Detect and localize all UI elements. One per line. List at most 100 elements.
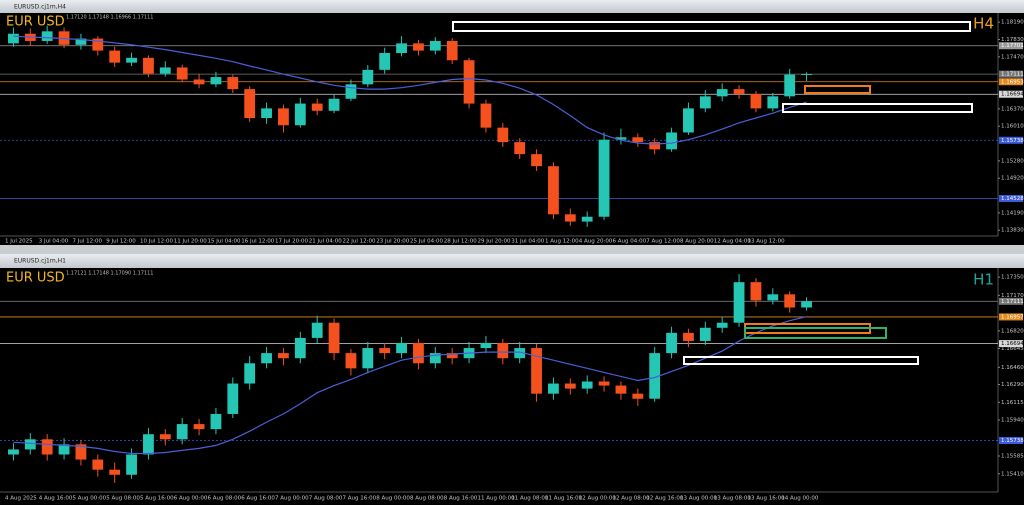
price-label: 1.16694 [1001, 92, 1024, 98]
zone-box [744, 327, 887, 339]
candle-body [311, 322, 323, 338]
x-tick-label: 8 Aug 08:00 [410, 496, 444, 502]
x-tick-label: 17 Jul 20:00 [275, 239, 308, 245]
x-tick-label: 4 Aug 2025 [5, 496, 37, 502]
candle-body [311, 103, 323, 111]
candle-body [615, 137, 627, 140]
chart-window [0, 268, 1024, 505]
candle-body [294, 103, 306, 126]
candle-body [666, 132, 677, 150]
candle-body [564, 214, 576, 222]
candle-body [328, 98, 340, 111]
x-tick-label: 4 Aug 16:00 [39, 496, 73, 502]
x-tick-label: 10 Jul 12:00 [140, 239, 173, 245]
x-tick-label: 13 Aug 12:00 [748, 239, 786, 245]
x-tick-label: 11 Jul 20:00 [174, 239, 207, 245]
x-tick-label: 13 Aug 00:00 [680, 496, 718, 502]
candle-body [227, 77, 239, 90]
y-tick-label: 1.17170 [1001, 293, 1024, 299]
window-title: EURUSD.cj1m,H4 [14, 4, 66, 11]
candle-body [632, 393, 644, 399]
x-tick-label: 21 Jul 04:00 [309, 239, 342, 245]
price-label-box [999, 78, 1023, 86]
candle-body [109, 469, 121, 475]
candle-body [345, 84, 357, 99]
x-tick-label: 8 Aug 20:00 [680, 239, 714, 245]
y-tick-label: 1.16010 [1001, 124, 1024, 130]
x-tick-label: 12 Aug 16:00 [646, 496, 684, 502]
candle-body [514, 348, 526, 359]
y-tick-label: 1.16290 [1001, 382, 1024, 388]
x-tick-label: 25 Jul 04:00 [410, 239, 443, 245]
x-tick-label: 23 Jul 20:00 [376, 239, 409, 245]
y-tick-label: 1.16820 [1001, 328, 1024, 334]
candle-body [497, 127, 509, 143]
window-title-bar [0, 0, 1024, 13]
y-tick-label: 1.18190 [1001, 20, 1024, 26]
candle-body [379, 348, 391, 354]
candle-body [8, 449, 19, 455]
candle-body [379, 53, 391, 70]
candle-body [176, 424, 188, 440]
y-tick-label: 1.16645 [1001, 346, 1024, 352]
candle-body [548, 383, 559, 394]
candle-body [176, 67, 188, 80]
candle-body [497, 342, 509, 359]
chart-window [0, 13, 1024, 245]
candle-body [480, 103, 492, 128]
candle-body [733, 282, 745, 323]
x-tick-label: 8 Aug 00:00 [376, 496, 410, 502]
x-tick-label: 7 Aug 16:00 [343, 496, 377, 502]
candle-body [649, 142, 661, 150]
x-tick-label: 11 Aug 00:00 [478, 496, 516, 502]
zone-box [804, 85, 871, 94]
x-tick-label: 4 Aug 20:00 [579, 239, 613, 245]
x-tick-label: 22 Jul 12:00 [343, 239, 376, 245]
x-tick-label: 7 Aug 00:00 [275, 496, 309, 502]
x-tick-label: 1 Aug 12:00 [545, 239, 579, 245]
candle-body [699, 96, 711, 109]
candle-body [699, 327, 711, 341]
y-tick-label: 1.16115 [1001, 400, 1024, 406]
candle-body [143, 57, 154, 74]
price-label: 1.14528 [1001, 196, 1024, 202]
y-tick-label: 1.15940 [1001, 418, 1024, 424]
candle-body [126, 57, 137, 63]
candle-body [92, 38, 104, 51]
candle-body [362, 348, 374, 369]
candle-body [193, 424, 205, 430]
candle-body [41, 439, 53, 455]
candle-body [413, 43, 424, 51]
candle-body [683, 332, 694, 341]
candle-body [278, 108, 289, 126]
candle-body [446, 40, 458, 61]
candle-body [294, 337, 306, 359]
candle-body [446, 353, 458, 359]
price-label: 1.16694 [1001, 341, 1024, 347]
x-tick-label: 13 Aug 08:00 [714, 496, 752, 502]
candle-body [244, 89, 256, 119]
price-label-box [999, 340, 1023, 348]
y-tick-label: 1.13830 [1001, 228, 1024, 234]
candle-body [261, 108, 272, 119]
price-label: 1.15738 [1001, 138, 1024, 144]
candle-body [548, 166, 559, 215]
timeframe: H1 [973, 271, 994, 289]
x-tick-label: 6 Aug 08:00 [208, 496, 242, 502]
candle-body [429, 40, 441, 51]
symbol-label: EUR USD [6, 271, 65, 286]
candle-body [615, 385, 627, 394]
x-tick-label: 3 Jul 04:00 [39, 239, 69, 245]
window-title: EURUSD.cj1m,H1 [14, 258, 66, 265]
candle-body [328, 322, 340, 354]
candle-body [193, 79, 205, 85]
candle-body [345, 353, 357, 369]
candle-body [210, 413, 222, 430]
candle-body [598, 381, 610, 386]
candle-body [159, 434, 171, 440]
x-tick-label: 8 Aug 16:00 [444, 496, 478, 502]
x-tick-label: 12 Aug 08:00 [613, 496, 651, 502]
candle-body [396, 43, 407, 54]
